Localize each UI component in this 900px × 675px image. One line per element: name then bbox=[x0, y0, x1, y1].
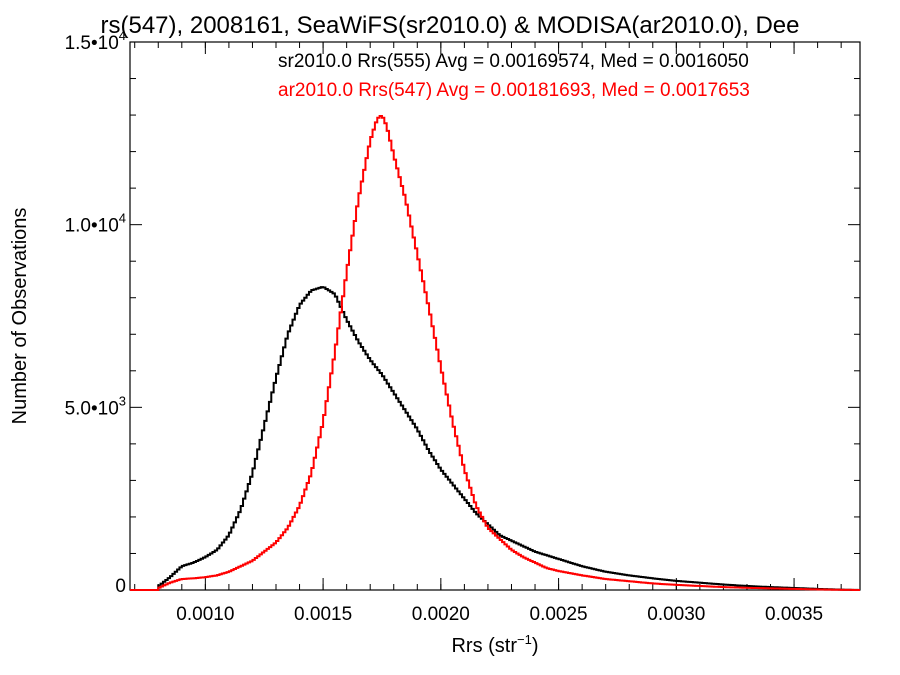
x-axis-label-close: ) bbox=[532, 635, 539, 657]
y-tick-exponent: 3 bbox=[119, 393, 126, 408]
legend: sr2010.0 Rrs(555) Avg = 0.00169574, Med … bbox=[278, 51, 750, 101]
x-axis-ticks: 0.0010 0.0015 0.0020 0.0025 0.0030 0.0035 bbox=[134, 42, 842, 625]
y-tick-exponent: 4 bbox=[119, 28, 126, 43]
x-tick-label: 0.0010 bbox=[176, 604, 234, 625]
y-tick-mantissa: 5.0•10 bbox=[65, 398, 119, 419]
y-tick-label: 1.5•104 bbox=[65, 28, 126, 54]
legend-entry-sr2010: sr2010.0 Rrs(555) Avg = 0.00169574, Med … bbox=[278, 51, 749, 72]
y-tick-label: 0 bbox=[115, 576, 126, 597]
y-tick-mantissa: 1.5•10 bbox=[65, 33, 119, 54]
x-tick-label: 0.0035 bbox=[765, 604, 823, 625]
y-tick-label: 5.0•103 bbox=[65, 393, 126, 419]
x-tick-label: 0.0030 bbox=[647, 604, 705, 625]
x-tick-label: 0.0020 bbox=[412, 604, 470, 625]
x-tick-label: 0.0015 bbox=[294, 604, 352, 625]
y-tick-mantissa: 0 bbox=[115, 576, 126, 597]
chart-title: rs(547), 2008161, SeaWiFS(sr2010.0) & MO… bbox=[101, 12, 800, 39]
series-line-sr2010 bbox=[130, 286, 860, 591]
y-axis-label: Number of Observations bbox=[9, 208, 31, 425]
x-tick-label: 0.0025 bbox=[530, 604, 588, 625]
legend-entry-ar2010: ar2010.0 Rrs(547) Avg = 0.00181693, Med … bbox=[278, 80, 750, 101]
series-layer bbox=[130, 114, 860, 591]
plot-frame bbox=[129, 41, 861, 591]
x-axis-label-exponent: −1 bbox=[517, 632, 532, 647]
y-tick-label: 1.0•104 bbox=[65, 211, 126, 237]
y-tick-exponent: 4 bbox=[119, 211, 126, 226]
x-axis-label-text: Rrs (str bbox=[451, 635, 517, 657]
y-tick-mantissa: 1.0•10 bbox=[65, 216, 119, 237]
x-axis-label: Rrs (str−1) bbox=[451, 632, 538, 657]
series-line-ar2010 bbox=[130, 114, 860, 591]
